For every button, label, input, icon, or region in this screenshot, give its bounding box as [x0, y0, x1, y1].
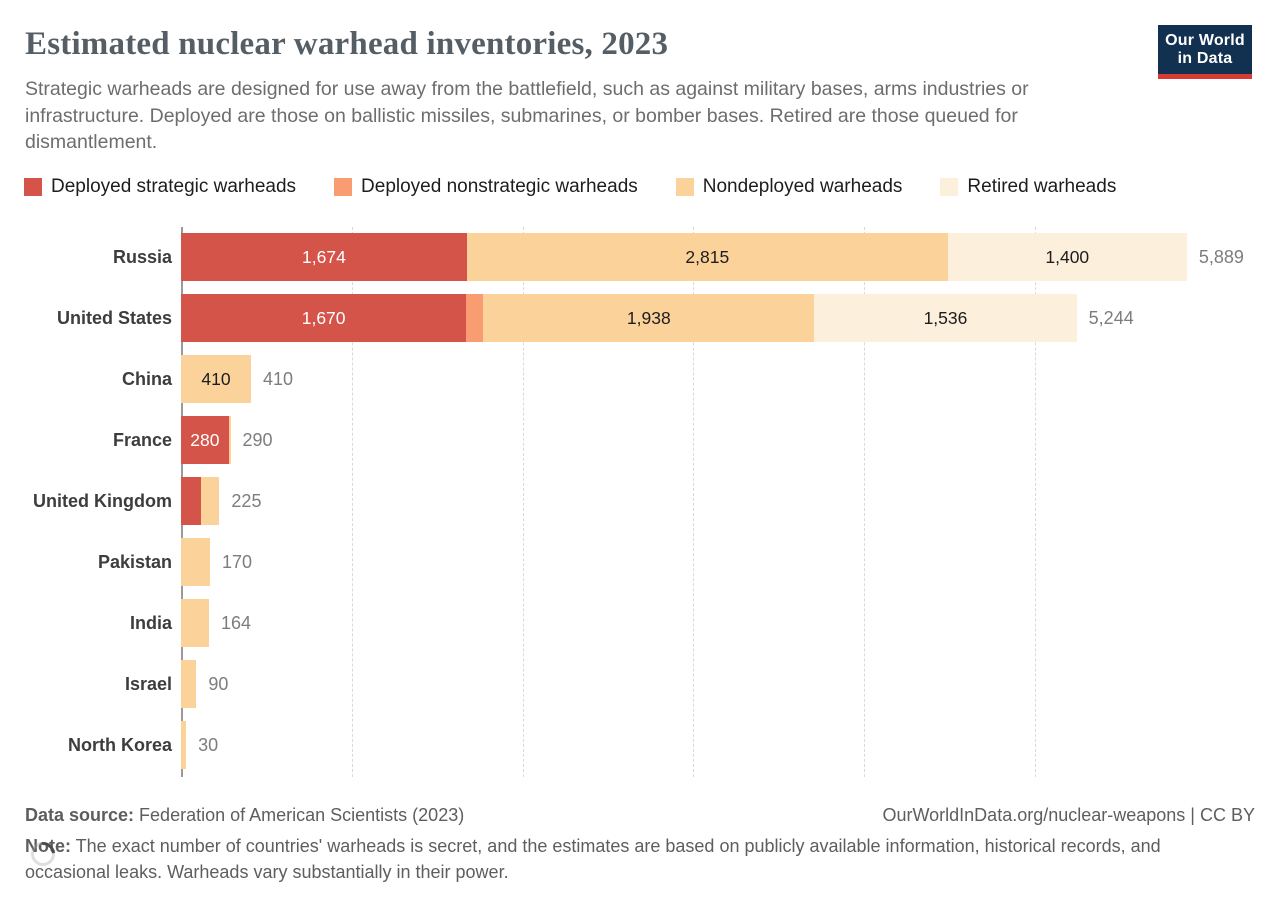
legend-item-deployed-strategic-warheads: Deployed strategic warheads	[24, 176, 296, 198]
owid-logo: Our World in Data	[1158, 25, 1252, 79]
country-label: Israel	[124, 673, 172, 694]
gridline-4000	[864, 227, 866, 777]
bar-segment-retired-warheads[interactable]: 1,400	[947, 233, 1187, 281]
bar-row-russia: Russia 1,674 2,815 1,400 5,889	[0, 233, 1280, 281]
legend-label: Retired warheads	[967, 176, 1117, 197]
bar-row-united-states: United States 1,670 1,938 1,536 5,244	[0, 294, 1280, 342]
data-source-label: Data source:	[25, 805, 135, 825]
bar-row-china: China 410 410	[0, 355, 1280, 403]
note-text: The exact number of countries' warheads …	[25, 836, 1161, 882]
legend-item-retired-warheads: Retired warheads	[940, 176, 1116, 198]
bar-segment-nondeployed-warheads[interactable]: 410	[181, 355, 252, 403]
bar-row-north-korea: North Korea 30	[0, 721, 1280, 769]
bar-segment-nondeployed-warheads[interactable]: 1,938	[483, 294, 815, 342]
legend-item-nondeployed-warheads: Nondeployed warheads	[675, 176, 903, 198]
country-label: United Kingdom	[33, 490, 172, 511]
gridline-1000	[351, 227, 353, 777]
total-value-label: 5,889	[1198, 246, 1244, 267]
owid-logo-text-line2: in Data	[1177, 50, 1233, 67]
bar-segment-deployed-strategic-warheads[interactable]: 1,674	[181, 233, 467, 281]
country-label: North Korea	[67, 734, 172, 755]
note-label: Note:	[25, 836, 71, 856]
legend-item-deployed-nonstrategic-warheads: Deployed nonstrategic warheads	[334, 176, 638, 198]
bar-segment-nondeployed-warheads[interactable]: 2,815	[466, 233, 948, 281]
bar-segment-nondeployed-warheads[interactable]	[201, 477, 220, 525]
total-value-label: 410	[263, 368, 294, 389]
country-label: France	[112, 429, 172, 450]
legend-swatch-icon	[675, 178, 694, 196]
legend-label: Deployed nonstrategic warheads	[361, 176, 638, 197]
country-label: United States	[56, 307, 172, 328]
total-value-label: 225	[231, 490, 262, 511]
total-value-label: 30	[198, 734, 219, 755]
bar-segment-nondeployed-warheads[interactable]	[228, 416, 231, 464]
segment-value-label: 1,938	[626, 307, 671, 328]
bar-segment-deployed-strategic-warheads[interactable]	[181, 477, 202, 525]
country-label: China	[121, 368, 172, 389]
data-source: Data source: Federation of American Scie…	[25, 805, 464, 826]
chart-footer: Data source: Federation of American Scie…	[25, 805, 1255, 826]
data-source-text: Federation of American Scientists (2023)	[134, 805, 465, 825]
plot-area: Russia 1,674 2,815 1,400 5,889 United States 1…	[0, 227, 1280, 779]
segment-value-label: 1,670	[301, 307, 346, 328]
legend-swatch-icon	[334, 178, 353, 196]
bar-row-united-kingdom: United Kingdom 225	[0, 477, 1280, 525]
owid-logo-text-line1: Our World	[1165, 32, 1245, 49]
segment-value-label: 280	[190, 429, 220, 450]
total-value-label: 170	[222, 551, 253, 572]
country-label: Pakistan	[97, 551, 172, 572]
country-label: Russia	[112, 246, 172, 267]
chart-legend: Deployed strategic warheads Deployed nons…	[24, 176, 1116, 198]
bar-segment-nondeployed-warheads[interactable]	[181, 599, 209, 647]
gridline-2000	[522, 227, 524, 777]
total-value-label: 90	[208, 673, 229, 694]
total-value-label: 164	[221, 612, 252, 633]
segment-value-label: 1,400	[1045, 246, 1090, 267]
bar-segment-retired-warheads[interactable]: 1,536	[814, 294, 1077, 342]
segment-value-label: 1,536	[923, 307, 968, 328]
bar-segment-deployed-nonstrategic-warheads[interactable]	[466, 294, 484, 342]
bar-segment-nondeployed-warheads[interactable]	[181, 538, 211, 586]
total-value-label: 290	[242, 429, 273, 450]
total-value-label: 5,244	[1088, 307, 1134, 328]
gridline-5000	[1035, 227, 1036, 777]
bar-row-india: India 164	[0, 599, 1280, 647]
chart-subtitle: Strategic warheads are designed for use …	[25, 78, 1029, 153]
country-label: India	[129, 612, 172, 633]
gridline-3000	[693, 227, 695, 777]
segment-value-label: 1,674	[302, 246, 346, 267]
legend-swatch-icon	[940, 178, 959, 196]
bar-segment-deployed-strategic-warheads[interactable]: 1,670	[181, 294, 467, 342]
segment-value-label: 410	[201, 368, 231, 389]
bar-segment-nondeployed-warheads[interactable]	[181, 660, 197, 708]
segment-value-label: 2,815	[685, 246, 730, 267]
bar-row-france: France 280 290	[0, 416, 1280, 464]
credit-link: OurWorldInData.org/nuclear-weapons | CC …	[882, 805, 1255, 825]
legend-label: Nondeployed warheads	[702, 176, 903, 197]
bar-row-israel: Israel 90	[0, 660, 1280, 708]
bar-row-pakistan: Pakistan 170	[0, 538, 1280, 586]
legend-label: Deployed strategic warheads	[51, 176, 297, 197]
bar-segment-deployed-strategic-warheads[interactable]: 280	[181, 416, 229, 464]
bar-segment-nondeployed-warheads[interactable]	[181, 721, 187, 769]
chart-note: Note: The exact number of countries' war…	[25, 833, 1210, 885]
legend-swatch-icon	[24, 178, 42, 196]
page-title: Estimated nuclear warhead inventories, 2…	[25, 26, 669, 62]
